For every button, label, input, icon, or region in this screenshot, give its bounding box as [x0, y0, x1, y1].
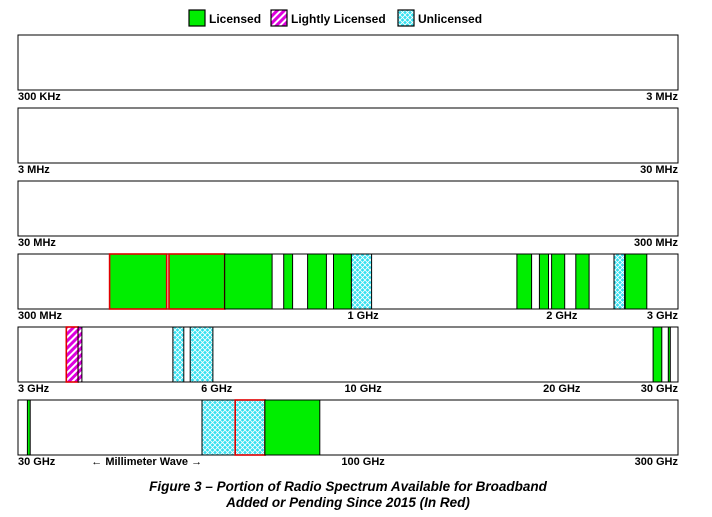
band-licensed [624, 253, 648, 310]
legend-label-unlicensed: Unlicensed [418, 12, 482, 26]
legend-item-unlicensed: Unlicensed [397, 9, 482, 27]
row-frame [17, 34, 679, 91]
legend-swatch-unlicensed [397, 9, 415, 27]
band-lightly [77, 326, 83, 383]
row-frame [17, 107, 679, 164]
tick-label: 30 GHz [641, 383, 679, 395]
tick-label: 300 KHz [18, 91, 61, 103]
tick-label: 30 MHz [18, 237, 56, 249]
legend-item-licensed: Licensed [188, 9, 261, 27]
tick-label: 100 GHz [341, 456, 385, 468]
band-licensed [538, 253, 550, 310]
spectrum-row: 300 KHz 3 MHz [17, 34, 679, 103]
spectrum-row: 30 GHz 100 GHz 300 GHz ← Millimeter Wave → [17, 399, 679, 468]
band-licensed [652, 326, 663, 383]
band-unlicensed [613, 253, 626, 310]
band-unlicensed [172, 326, 185, 383]
tick-label: 3 GHz [647, 310, 679, 322]
millimeter-wave-note: ← Millimeter Wave → [91, 456, 202, 468]
band-licensed [264, 399, 321, 456]
band-unlicensed-added [234, 399, 266, 456]
row-frame [17, 180, 679, 237]
row-frame [17, 399, 679, 456]
band-licensed [307, 253, 327, 310]
spectrum-row: 300 MHz 1 GHz 2 GHz 3 GHz [17, 253, 679, 322]
row-frame [17, 326, 679, 383]
tick-label: 20 GHz [543, 383, 581, 395]
tick-label: 300 MHz [18, 310, 63, 322]
band-licensed [551, 253, 566, 310]
band-licensed [516, 253, 533, 310]
tick-label: 3 MHz [646, 91, 678, 103]
tick-label: 300 MHz [634, 237, 679, 249]
band-licensed-added [108, 253, 168, 310]
caption-line-1: Figure 3 – Portion of Radio Spectrum Ava… [149, 479, 548, 494]
spectrum-row: 3 MHz 30 MHz [17, 107, 679, 176]
band-licensed [224, 253, 273, 310]
band-licensed [575, 253, 590, 310]
tick-label: 30 MHz [640, 164, 678, 176]
tick-label: 1 GHz [348, 310, 380, 322]
legend-swatch-lightly-licensed [270, 9, 288, 27]
tick-label: 2 GHz [546, 310, 578, 322]
tick-label: 3 GHz [18, 383, 50, 395]
legend-label-licensed: Licensed [209, 12, 261, 26]
band-licensed-added [168, 253, 226, 310]
band-licensed [333, 253, 352, 310]
tick-label: 10 GHz [344, 383, 382, 395]
legend-swatch-licensed [188, 9, 206, 27]
spectrum-row: 30 MHz 300 MHz [17, 180, 679, 249]
band-licensed [283, 253, 294, 310]
tick-label: 3 MHz [18, 164, 50, 176]
legend: Licensed Lightly Licensed Unlicensed [188, 9, 482, 27]
legend-label-lightly-licensed: Lightly Licensed [291, 12, 386, 26]
band-unlicensed [189, 326, 214, 383]
tick-label: 300 GHz [635, 456, 679, 468]
tick-label: 30 GHz [18, 456, 56, 468]
band-licensed [667, 326, 671, 383]
legend-item-lightly-licensed: Lightly Licensed [270, 9, 386, 27]
spectrum-row: 3 GHz 6 GHz 10 GHz 20 GHz 30 GHz [17, 326, 679, 395]
tick-label: 6 GHz [201, 383, 233, 395]
band-lightly-added [65, 326, 80, 383]
band-unlicensed [350, 253, 373, 310]
band-licensed [26, 399, 31, 456]
caption-line-2: Added or Pending Since 2015 (In Red) [225, 495, 470, 510]
band-unlicensed [201, 399, 236, 456]
